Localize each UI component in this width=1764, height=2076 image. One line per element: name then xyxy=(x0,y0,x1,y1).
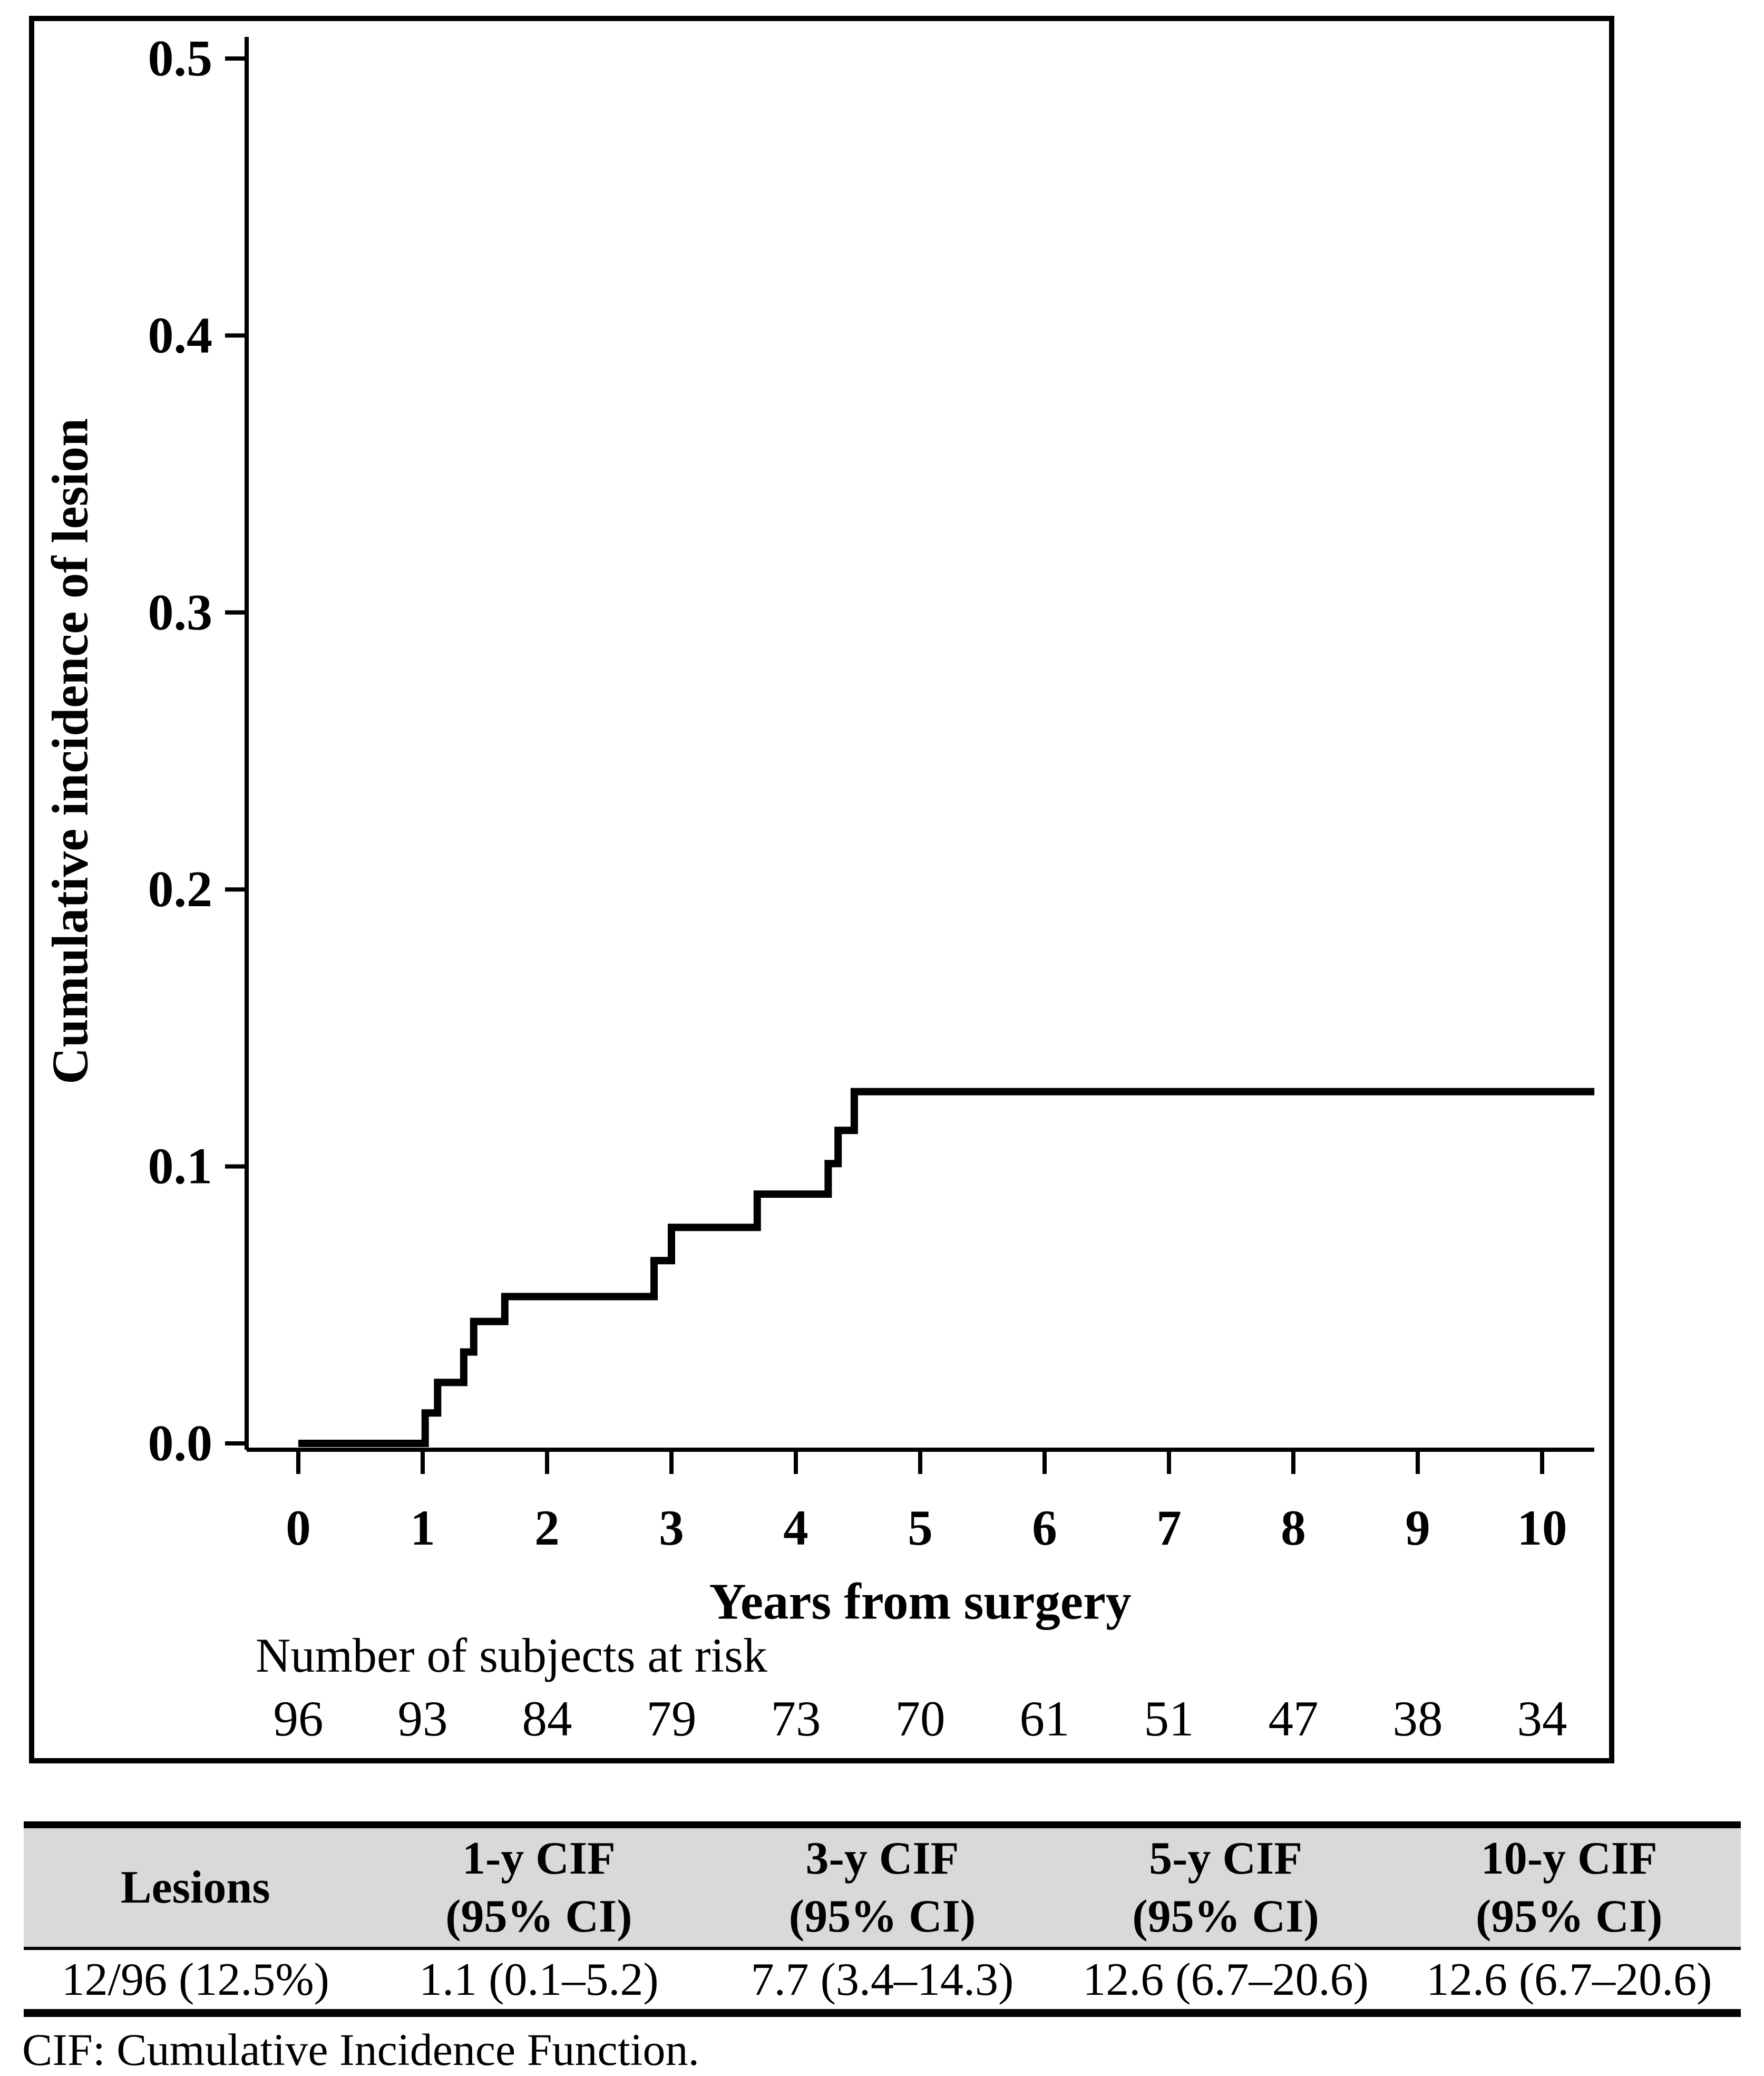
table-data-row: 12/96 (12.5%) 1.1 (0.1–5.2) 7.7 (3.4–14.… xyxy=(24,1950,1741,2009)
x-tick-label: 7 xyxy=(1156,1500,1182,1556)
x-tick-label: 9 xyxy=(1405,1500,1430,1556)
at-risk-value: 96 xyxy=(274,1691,324,1747)
x-tick-label: 3 xyxy=(659,1500,684,1556)
at-risk-value: 34 xyxy=(1517,1691,1567,1747)
x-tick-label: 0 xyxy=(286,1500,311,1556)
y-tick-label: 0.4 xyxy=(148,307,213,364)
at-risk-value: 38 xyxy=(1393,1691,1443,1747)
table-cell-10y-cif: 12.6 (6.7–20.6) xyxy=(1426,1954,1712,2005)
table-header-line: (95% CI) xyxy=(788,1890,976,1942)
x-tick-label: 4 xyxy=(783,1500,808,1556)
y-tick-label: 0.1 xyxy=(148,1138,213,1195)
x-tick-label: 1 xyxy=(410,1500,435,1556)
y-tick-label: 0.2 xyxy=(148,861,213,918)
table-cell-5y-cif: 12.6 (6.7–20.6) xyxy=(1083,1954,1369,2005)
x-tick-label: 6 xyxy=(1032,1500,1057,1556)
x-tick-label: 8 xyxy=(1281,1500,1306,1556)
at-risk-value: 70 xyxy=(895,1691,946,1747)
y-tick-label: 0.3 xyxy=(148,584,213,641)
table-header-line: Lesions xyxy=(120,1861,270,1913)
at-risk-value: 47 xyxy=(1269,1691,1319,1747)
at-risk-value: 93 xyxy=(398,1691,448,1747)
cif-summary-table: Lesions 1-y CIF (95% CI) 3-y CIF (95% CI… xyxy=(24,1821,1741,2017)
at-risk-value: 79 xyxy=(647,1691,697,1747)
table-header-lesions: Lesions xyxy=(24,1828,367,1947)
table-header-5y-cif: 5-y CIF (95% CI) xyxy=(1054,1828,1398,1947)
table-header-line: (95% CI) xyxy=(445,1890,632,1942)
table-header-line: 3-y CIF xyxy=(805,1832,959,1884)
cif-step-plot: 0.00.10.20.30.40.50961932843794735706617… xyxy=(42,30,1595,1747)
x-axis-title: Years from surgery xyxy=(709,1574,1132,1630)
table-header-row: Lesions 1-y CIF (95% CI) 3-y CIF (95% CI… xyxy=(24,1828,1741,1950)
at-risk-value: 51 xyxy=(1144,1691,1194,1747)
x-tick-label: 2 xyxy=(534,1500,560,1556)
cif-figure-box: 0.0 0.1 0.2 0.3 0.4 0.5 0 96 1 93 2 84 3 79 4 73 5 70 6 61 7… xyxy=(29,16,1614,1763)
table-header-line: 1-y CIF xyxy=(462,1832,616,1884)
table-header-1y-cif: 1-y CIF (95% CI) xyxy=(367,1828,711,1947)
table-header-line: (95% CI) xyxy=(1132,1890,1319,1942)
at-risk-value: 73 xyxy=(771,1691,821,1747)
y-tick-label: 0.0 xyxy=(148,1415,213,1472)
at-risk-value: 84 xyxy=(522,1691,572,1747)
cif-step-curve xyxy=(298,1088,1595,1447)
table-header-line: 10-y CIF xyxy=(1480,1832,1658,1884)
at-risk-label: Number of subjects at risk xyxy=(256,1628,767,1682)
table-footnote: CIF: Cumulative Incidence Function. xyxy=(22,2024,700,2075)
table-cell-lesions: 12/96 (12.5%) xyxy=(61,1954,329,2005)
table-header-line: 5-y CIF xyxy=(1149,1832,1302,1884)
table-header-line: (95% CI) xyxy=(1475,1890,1663,1942)
x-tick-label: 10 xyxy=(1517,1500,1567,1556)
table-cell-3y-cif: 7.7 (3.4–14.3) xyxy=(751,1954,1014,2005)
x-tick-label: 5 xyxy=(908,1500,933,1556)
y-axis-title: Cumulative incidence of lesion xyxy=(42,418,99,1084)
y-tick-label: 0.5 xyxy=(148,30,213,87)
table-header-3y-cif: 3-y CIF (95% CI) xyxy=(710,1828,1054,1947)
table-header-10y-cif: 10-y CIF (95% CI) xyxy=(1397,1828,1741,1947)
table-cell-1y-cif: 1.1 (0.1–5.2) xyxy=(419,1954,659,2005)
at-risk-value: 61 xyxy=(1020,1691,1070,1747)
